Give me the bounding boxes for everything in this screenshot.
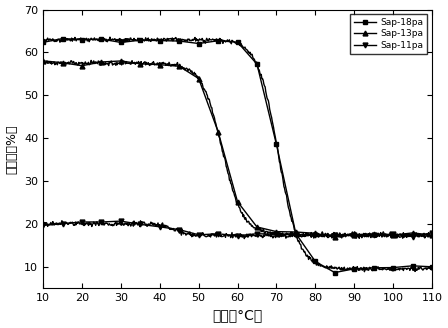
Sap-11pa: [410, 235, 415, 238]
Sap-13pa: [410, 231, 415, 235]
Y-axis label: 透过率（%）: 透过率（%）: [5, 124, 18, 174]
Sap-13pa: [235, 200, 240, 204]
Sap-13pa: [293, 230, 298, 234]
Sap-11pa: [332, 233, 337, 237]
Sap-18pa: [390, 266, 396, 270]
Legend: Sap-18pa, Sap-13pa, Sap-11pa: Sap-18pa, Sap-13pa, Sap-11pa: [350, 14, 427, 54]
Sap-11pa: [138, 222, 143, 226]
Sap-18pa: [40, 40, 46, 44]
Sap-18pa: [157, 39, 163, 43]
Line: Sap-13pa: Sap-13pa: [41, 58, 435, 239]
Sap-13pa: [138, 62, 143, 66]
Sap-11pa: [177, 228, 182, 232]
Sap-18pa: [410, 264, 415, 268]
Sap-13pa: [157, 63, 163, 67]
Sap-11pa: [274, 232, 279, 236]
Line: Sap-11pa: Sap-11pa: [41, 219, 435, 239]
Sap-11pa: [99, 220, 104, 224]
Sap-11pa: [235, 234, 240, 238]
Sap-11pa: [215, 232, 221, 236]
Sap-13pa: [215, 130, 221, 133]
Sap-13pa: [60, 61, 65, 65]
Sap-13pa: [79, 64, 85, 68]
Sap-13pa: [429, 233, 435, 237]
Sap-18pa: [313, 259, 318, 263]
Sap-11pa: [352, 234, 357, 237]
Sap-18pa: [99, 37, 104, 41]
Sap-11pa: [60, 222, 65, 226]
Sap-11pa: [371, 234, 376, 237]
Sap-13pa: [40, 59, 46, 63]
Sap-11pa: [293, 233, 298, 236]
Sap-13pa: [332, 235, 337, 239]
Sap-11pa: [118, 219, 124, 223]
Sap-18pa: [429, 265, 435, 269]
Sap-11pa: [157, 225, 163, 229]
Sap-18pa: [215, 39, 221, 43]
Sap-18pa: [274, 142, 279, 146]
Sap-18pa: [118, 40, 124, 44]
Sap-11pa: [429, 231, 435, 235]
Sap-18pa: [235, 40, 240, 44]
Sap-18pa: [352, 267, 357, 271]
X-axis label: 温度（°C）: 温度（°C）: [212, 308, 263, 322]
Sap-18pa: [196, 42, 201, 46]
Sap-13pa: [390, 233, 396, 237]
Sap-11pa: [390, 232, 396, 236]
Sap-18pa: [332, 271, 337, 275]
Sap-13pa: [352, 233, 357, 237]
Line: Sap-18pa: Sap-18pa: [41, 36, 435, 275]
Sap-13pa: [99, 60, 104, 64]
Sap-11pa: [313, 233, 318, 237]
Sap-18pa: [177, 39, 182, 43]
Sap-11pa: [40, 223, 46, 227]
Sap-11pa: [254, 232, 260, 236]
Sap-18pa: [79, 38, 85, 42]
Sap-13pa: [371, 232, 376, 236]
Sap-18pa: [138, 38, 143, 42]
Sap-11pa: [196, 233, 201, 237]
Sap-11pa: [79, 220, 85, 224]
Sap-13pa: [254, 225, 260, 229]
Sap-13pa: [118, 59, 124, 63]
Sap-13pa: [313, 231, 318, 235]
Sap-18pa: [254, 62, 260, 66]
Sap-18pa: [60, 37, 65, 41]
Sap-18pa: [293, 232, 298, 236]
Sap-13pa: [274, 230, 279, 234]
Sap-18pa: [371, 266, 376, 270]
Sap-13pa: [177, 64, 182, 68]
Sap-13pa: [196, 76, 201, 80]
